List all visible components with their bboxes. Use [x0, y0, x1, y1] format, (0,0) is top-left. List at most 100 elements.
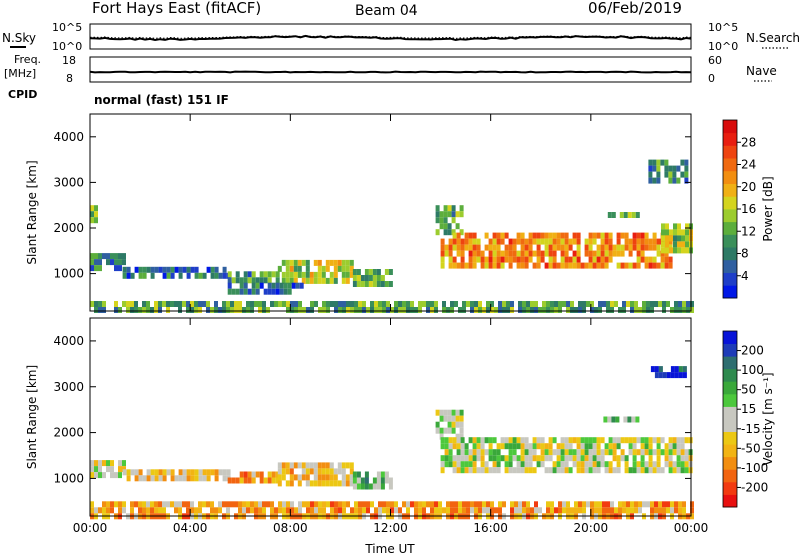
- velocity-cell: [544, 443, 549, 450]
- velocity-cell: [438, 507, 442, 514]
- velocity-cell: [476, 449, 481, 456]
- velocity-cell: [118, 507, 122, 514]
- power-cell: [460, 244, 465, 251]
- power-cell: [448, 238, 453, 245]
- velocity-cell: [520, 437, 525, 444]
- velocity-cell: [158, 501, 162, 508]
- velocity-cell: [472, 437, 477, 444]
- velocity-cell: [356, 471, 361, 478]
- power-cell: [524, 250, 529, 257]
- power-cell: [206, 307, 210, 313]
- power-cell: [158, 266, 163, 273]
- velocity-cell: [317, 474, 322, 481]
- velocity-cell: [384, 477, 389, 484]
- velocity-cell: [162, 475, 167, 482]
- power-cell: [502, 301, 506, 307]
- velocity-cell: [492, 461, 497, 468]
- power-cell: [548, 262, 553, 269]
- power-cell: [443, 229, 448, 236]
- power-cell: [333, 277, 338, 284]
- power-cell: [283, 282, 288, 289]
- velocity-cell: [584, 455, 589, 462]
- power-cell: [346, 301, 350, 307]
- power-cell: [512, 250, 517, 257]
- power-cell: [656, 177, 661, 184]
- velocity-cell: [146, 475, 151, 482]
- velocity-cell: [394, 501, 398, 508]
- velocity-cell: [608, 467, 613, 474]
- velocity-cell: [448, 437, 453, 444]
- power-cell: [482, 307, 486, 313]
- power-cell: [468, 238, 473, 245]
- power-cell: [508, 244, 513, 251]
- power-cell: [661, 223, 665, 230]
- velocity-cell: [206, 501, 210, 508]
- power-cell: [333, 259, 338, 266]
- velocity-cell: [330, 507, 334, 514]
- power-cell: [630, 301, 634, 307]
- velocity-cell: [267, 471, 272, 478]
- power-ytick-label: 3000: [53, 175, 84, 189]
- power-cell: [275, 282, 280, 289]
- power-cell: [370, 301, 374, 307]
- velocity-cell: [590, 507, 594, 514]
- power-cell: [554, 307, 558, 313]
- power-cell: [317, 271, 322, 278]
- velocity-cell: [564, 455, 569, 462]
- velocity-cell: [126, 469, 131, 476]
- velocity-cell: [440, 455, 445, 462]
- velocity-cell: [660, 449, 665, 456]
- power-cell: [455, 211, 460, 218]
- velocity-cell: [564, 461, 569, 468]
- power-cell: [686, 307, 690, 313]
- velocity-cell: [466, 507, 470, 514]
- power-cell: [568, 238, 573, 245]
- velocity-xtick-label: 12:00: [373, 521, 408, 535]
- velocity-cell: [684, 449, 689, 456]
- power-cell: [468, 262, 473, 269]
- velocity-cell: [544, 455, 549, 462]
- velocity-xtick-label: 00:00: [73, 521, 108, 535]
- power-cell: [239, 288, 244, 295]
- velocity-cell: [239, 471, 244, 478]
- velocity-cell: [650, 501, 654, 508]
- power-cell: [677, 247, 681, 254]
- velocity-cell: [364, 477, 369, 484]
- power-cell: [634, 301, 638, 307]
- velocity-cell: [562, 507, 566, 514]
- power-cell: [528, 244, 533, 251]
- power-cell: [277, 265, 282, 272]
- power-cell: [210, 272, 215, 279]
- velocity-cell: [508, 461, 513, 468]
- power-cell: [295, 282, 300, 289]
- power-cell: [222, 272, 227, 279]
- velocity-cell: [447, 415, 452, 422]
- power-cell: [341, 259, 346, 266]
- power-cell: [251, 277, 256, 284]
- power-cell: [500, 238, 505, 245]
- power-cell: [435, 205, 440, 212]
- nsky-series-line: [89, 34, 692, 42]
- power-cell: [606, 307, 610, 313]
- power-cell: [636, 262, 641, 269]
- power-cell: [604, 238, 609, 245]
- power-cell: [673, 247, 677, 254]
- velocity-cell: [170, 475, 175, 482]
- velocity-cell: [214, 507, 218, 514]
- velocity-data-cells: [90, 366, 694, 520]
- power-cell: [354, 301, 358, 307]
- power-cell: [476, 250, 481, 257]
- velocity-colorbar-segment: [723, 343, 737, 357]
- velocity-cell: [578, 501, 582, 508]
- power-cell: [235, 271, 240, 278]
- power-cell: [568, 244, 573, 251]
- power-cell: [338, 301, 342, 307]
- velocity-cell: [682, 372, 687, 379]
- power-cell: [520, 238, 525, 245]
- velocity-cell: [672, 443, 677, 450]
- velocity-cell: [488, 437, 493, 444]
- velocity-cell: [556, 455, 561, 462]
- power-cell: [154, 301, 158, 307]
- velocity-cell: [656, 437, 661, 444]
- velocity-cell: [648, 467, 653, 474]
